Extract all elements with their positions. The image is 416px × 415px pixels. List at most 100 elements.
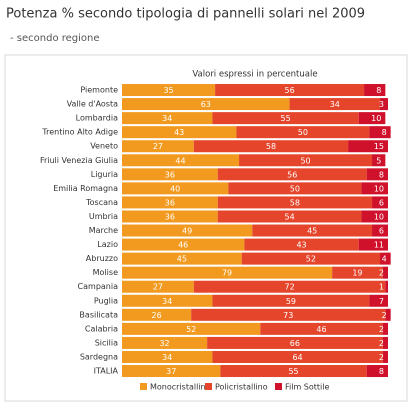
value-label: 43 [296, 241, 306, 250]
value-label: 52 [306, 255, 316, 264]
y-tick-label: Lombardia [76, 114, 118, 123]
value-label: 34 [162, 114, 172, 123]
value-label: 58 [266, 142, 276, 151]
bar-segment [217, 210, 362, 223]
value-label: 66 [290, 339, 300, 348]
bar-segment [236, 126, 370, 139]
y-tick-label: Marche [89, 226, 118, 235]
y-tick-label: Calabria [85, 324, 118, 333]
value-label: 11 [374, 241, 384, 250]
bar-segment [369, 294, 388, 307]
bar-segment [122, 210, 218, 223]
bar-segment [239, 154, 373, 167]
value-label: 19 [352, 269, 362, 278]
value-label: 58 [290, 198, 300, 207]
value-label: 8 [379, 170, 384, 179]
y-tick-label: Veneto [90, 142, 118, 151]
bar-segment [212, 294, 370, 307]
legend-swatch [205, 383, 212, 390]
legend-label: Policristallino [215, 383, 268, 392]
bar-segment [380, 252, 391, 265]
value-label: 32 [159, 339, 169, 348]
value-label: 2 [379, 269, 384, 278]
bar-segment [348, 140, 388, 153]
bar-segment [207, 336, 383, 349]
bar-segment [122, 365, 221, 378]
legend-swatch [140, 383, 147, 390]
bar-segment [260, 322, 383, 335]
value-label: 5 [376, 156, 381, 165]
value-label: 7 [379, 297, 384, 306]
value-label: 50 [298, 128, 308, 137]
y-tick-label: Umbria [89, 212, 118, 221]
bar-segment [217, 196, 373, 209]
bar-segment [244, 238, 359, 251]
bar-segment [220, 365, 367, 378]
y-tick-label: Molise [93, 268, 118, 277]
y-tick-label: Trentino Alto Adige [41, 128, 118, 137]
bar-segment [228, 182, 362, 195]
value-label: 52 [186, 325, 196, 334]
bar-segment [380, 98, 388, 111]
value-label: 54 [284, 212, 294, 221]
value-label: 73 [283, 311, 293, 320]
bar-segment [122, 196, 218, 209]
value-label: 27 [153, 142, 163, 151]
bar-segment [372, 224, 388, 237]
value-label: 2 [382, 311, 387, 320]
bar-segment [122, 294, 213, 307]
value-label: 3 [379, 100, 384, 109]
bar-segment [122, 266, 333, 279]
value-label: 49 [182, 227, 192, 236]
value-label: 10 [371, 114, 381, 123]
y-tick-label: Toscana [85, 198, 118, 207]
bar-segment [361, 182, 388, 195]
value-label: 34 [162, 297, 172, 306]
value-label: 26 [151, 311, 161, 320]
value-label: 2 [379, 339, 384, 348]
bar-segment [385, 308, 391, 321]
value-label: 55 [280, 114, 290, 123]
bar-segment [358, 112, 386, 125]
bar-segment [122, 154, 240, 167]
bar-segment [193, 280, 386, 293]
chart-subtitle: - secondo regione [10, 33, 100, 44]
bar-segment [122, 98, 290, 111]
value-label: 10 [374, 184, 384, 193]
value-label: 55 [288, 367, 298, 376]
value-label: 44 [175, 156, 185, 165]
value-label: 2 [379, 325, 384, 334]
bar-segment [366, 365, 388, 378]
bar-segment [122, 84, 216, 97]
bar-segment [191, 308, 386, 321]
bar-segment [372, 196, 388, 209]
bar-segment [241, 252, 381, 265]
bar-segment [358, 238, 388, 251]
bar-segment [122, 280, 194, 293]
bar-segment [385, 280, 388, 293]
bar-segment [382, 350, 388, 363]
y-tick-label: Liguria [91, 170, 118, 179]
y-tick-label: Campania [78, 282, 119, 291]
y-tick-label: Abruzzo [86, 254, 118, 263]
legend-swatch [275, 383, 282, 390]
value-label: 1 [379, 283, 384, 292]
value-label: 34 [330, 100, 340, 109]
value-label: 79 [222, 269, 232, 278]
value-label: 46 [178, 241, 188, 250]
value-label: 6 [379, 198, 384, 207]
bar-segment [122, 336, 208, 349]
value-label: 2 [379, 353, 384, 362]
y-tick-label: Puglia [94, 296, 118, 305]
bar-segment [122, 322, 261, 335]
value-label: 45 [177, 255, 187, 264]
chart-note: Valori espressi in percentuale [192, 70, 317, 80]
value-label: 56 [287, 170, 297, 179]
value-label: 64 [292, 353, 302, 362]
y-tick-label: Sardegna [80, 352, 118, 361]
value-label: 8 [382, 128, 387, 137]
value-label: 46 [316, 325, 326, 334]
value-label: 27 [153, 283, 163, 292]
y-tick-label: ITALIA [94, 367, 119, 376]
